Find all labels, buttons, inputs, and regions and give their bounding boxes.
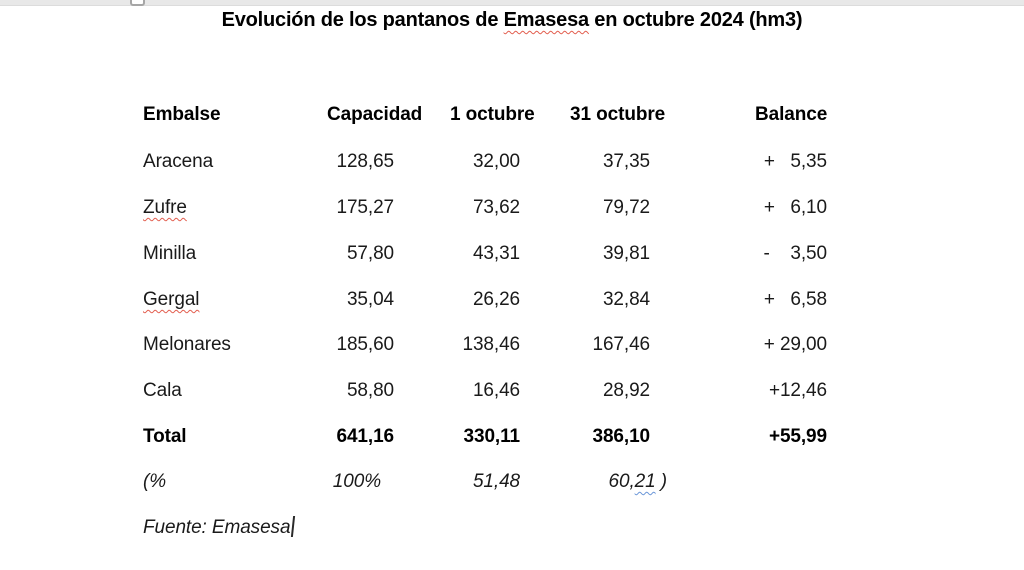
table-percent-row: (% 100% 51,48 60,21 )	[0, 470, 1024, 494]
table-row: Aracena 128,65 32,00 37,35 + 5,35	[0, 150, 1024, 174]
oct31-value: 39,81	[602, 243, 650, 264]
oct1-value: 26,26	[472, 289, 520, 310]
capacity-value: 57,80	[346, 243, 394, 264]
capacity-value: 175,27	[336, 197, 394, 218]
percent-oct31-close-paren: )	[655, 471, 667, 492]
table-row: Cala 58,80 16,46 28,92 +12,46	[0, 379, 1024, 403]
title-misspelled-word: Emasesa	[503, 9, 590, 31]
percent-oct31: 60,21 )	[608, 470, 668, 494]
reservoir-name: Cala	[143, 380, 182, 401]
oct1-value: 73,62	[472, 197, 520, 218]
reservoir-name: Zufre	[143, 197, 187, 218]
capacity-value: 185,60	[336, 334, 394, 355]
oct31-value: 167,46	[592, 334, 650, 355]
header-embalse: Embalse	[143, 104, 221, 125]
top-edge-strip	[0, 0, 1024, 6]
oct1-value: 138,46	[462, 334, 520, 355]
balance-value: - 3,50	[763, 243, 827, 264]
total-oct1: 330,11	[463, 426, 521, 447]
oct31-value: 32,84	[602, 289, 650, 310]
total-balance: +55,99	[768, 426, 827, 447]
text-cursor-caret	[291, 516, 296, 537]
header-capacidad: Capacidad	[327, 104, 423, 125]
oct31-value: 28,92	[602, 380, 650, 401]
percent-oct31-pre: 60,	[608, 471, 635, 492]
source-text: Fuente: Emasesa	[143, 517, 291, 538]
source-line: Fuente: Emasesa	[0, 516, 1024, 540]
header-1-octubre: 1 octubre	[450, 104, 535, 125]
total-capacity: 641,16	[336, 426, 394, 447]
percent-capacity: 100%	[332, 471, 381, 492]
percent-oct1: 51,48	[472, 471, 520, 492]
oct31-value: 79,72	[602, 197, 650, 218]
capacity-value: 35,04	[346, 289, 394, 310]
table-total-row: Total 641,16 330,11 386,10 +55,99	[0, 425, 1024, 449]
table-row: Zufre 175,27 73,62 79,72 + 6,10	[0, 196, 1024, 220]
oct31-value: 37,35	[602, 151, 650, 172]
balance-value: + 5,35	[763, 151, 827, 172]
selection-handle[interactable]	[130, 0, 145, 6]
percent-label: (%	[143, 471, 167, 492]
capacity-value: 58,80	[346, 380, 394, 401]
percent-oct31-grammar-marked: 21	[634, 471, 656, 492]
header-balance: Balance	[755, 104, 828, 125]
reservoir-name: Minilla	[143, 243, 197, 264]
header-31-octubre: 31 octubre	[570, 104, 666, 125]
table-header-row: Embalse Capacidad 1 octubre 31 octubre B…	[0, 103, 1024, 127]
oct1-value: 32,00	[472, 151, 520, 172]
reservoir-name: Gergal	[143, 289, 200, 310]
source-text-wrap: Fuente: Emasesa	[143, 516, 296, 540]
balance-value: + 29,00	[763, 334, 827, 355]
table-row: Minilla 57,80 43,31 39,81 - 3,50	[0, 242, 1024, 266]
reservoir-name: Melonares	[143, 334, 231, 355]
table-row: Melonares 185,60 138,46 167,46 + 29,00	[0, 333, 1024, 357]
page-title: Evolución de los pantanos de Emasesa en …	[0, 9, 1024, 32]
capacity-value: 128,65	[336, 151, 394, 172]
total-label: Total	[143, 426, 187, 447]
title-text-pre: Evolución de los pantanos de	[221, 9, 504, 31]
table-row: Gergal 35,04 26,26 32,84 + 6,58	[0, 288, 1024, 312]
oct1-value: 16,46	[472, 380, 520, 401]
reservoir-name: Aracena	[143, 151, 214, 172]
title-text-post: en octubre 2024 (hm3)	[588, 9, 803, 31]
balance-value: + 6,58	[763, 289, 827, 310]
balance-value: + 6,10	[763, 197, 827, 218]
balance-value: +12,46	[768, 380, 827, 401]
total-oct31: 386,10	[592, 426, 650, 447]
oct1-value: 43,31	[472, 243, 520, 264]
